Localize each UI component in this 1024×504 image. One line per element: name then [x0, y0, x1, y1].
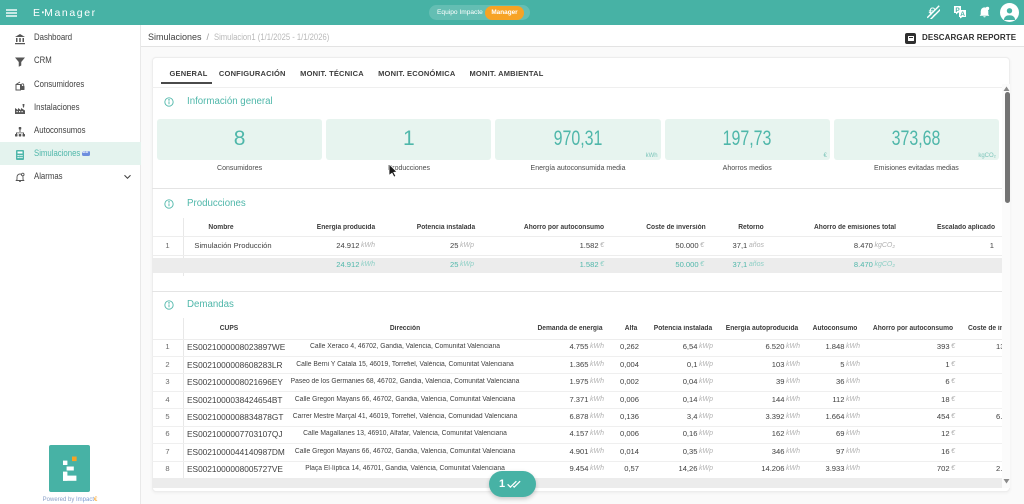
svg-text:A: A — [960, 11, 965, 18]
svg-text:P: P — [955, 7, 960, 14]
